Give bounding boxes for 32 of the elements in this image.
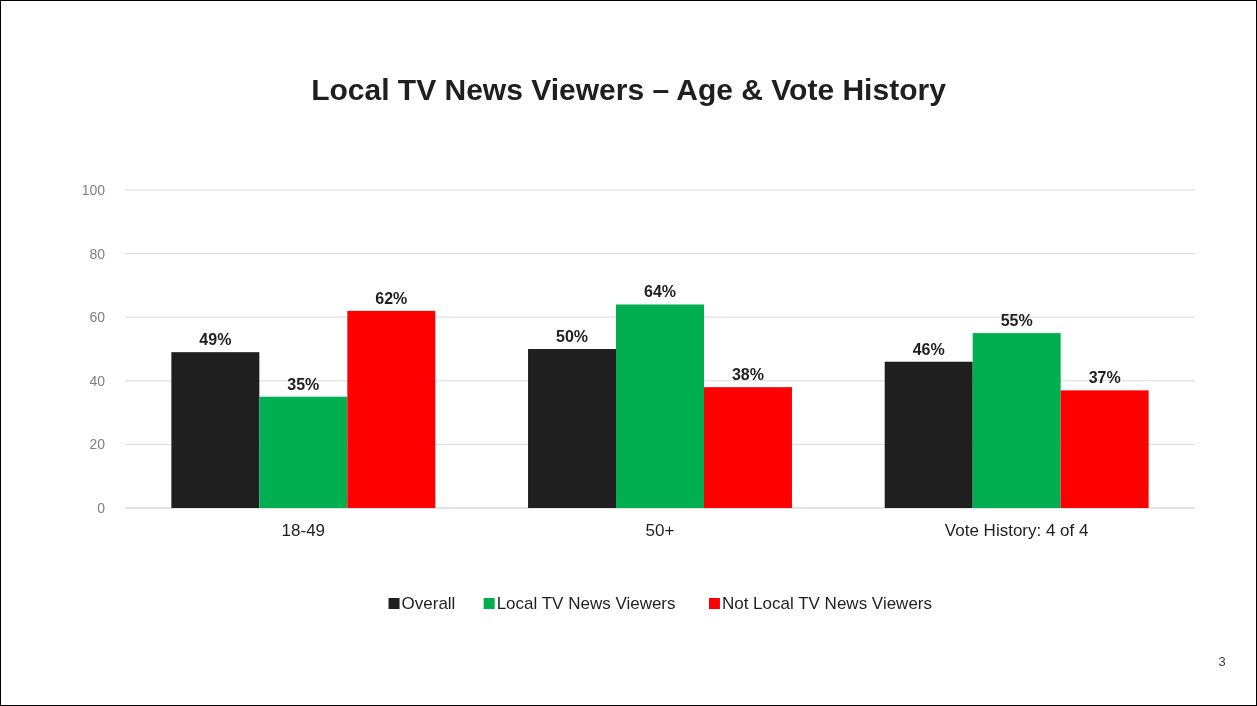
data-label: 38% [731, 366, 764, 384]
data-label: 46% [912, 340, 945, 358]
y-tick-label: 60 [89, 309, 106, 326]
bar [259, 396, 348, 508]
bar [1060, 390, 1149, 508]
bar [171, 352, 260, 508]
x-tick-label: 18-49 [281, 521, 326, 540]
bar [972, 333, 1061, 508]
bar [616, 304, 704, 508]
data-label: 62% [375, 289, 408, 307]
legend-label: Not Local TV News Viewers [721, 594, 933, 613]
bar [347, 310, 436, 508]
bar [528, 349, 617, 508]
legend-label: Overall [401, 594, 456, 613]
text: 3 [1218, 654, 1226, 669]
data-label: 50% [556, 328, 589, 345]
data-label: 49% [199, 331, 232, 349]
bar [703, 387, 792, 508]
data-label: 37% [1088, 369, 1121, 387]
x-tick-label: 50+ [645, 521, 675, 540]
data-label: 35% [287, 375, 320, 393]
y-tick-label: 0 [97, 500, 106, 516]
legend-label: Local TV News Viewers [496, 594, 676, 613]
y-tick-label: 100 [81, 182, 106, 198]
data-label: 64% [643, 283, 677, 301]
x-tick-label: Vote History: 4 of 4 [944, 521, 1089, 540]
data-label: 55% [1000, 312, 1033, 330]
y-tick-label: 20 [89, 436, 106, 453]
chart-title: Local TV News Viewers – Age & Vote History [311, 73, 947, 106]
bar [884, 361, 973, 508]
y-tick-label: 80 [89, 245, 106, 262]
y-tick-label: 40 [89, 372, 106, 389]
